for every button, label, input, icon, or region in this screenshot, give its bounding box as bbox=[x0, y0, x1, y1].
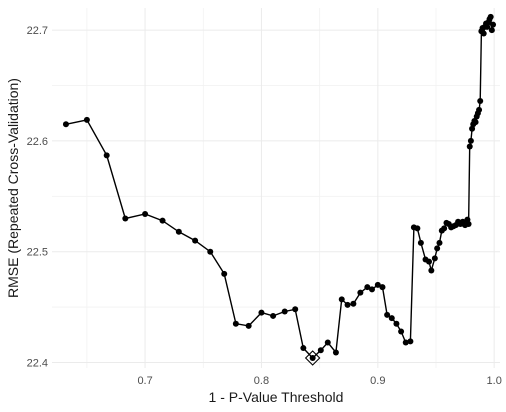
data-point bbox=[434, 245, 441, 252]
data-point bbox=[332, 349, 339, 356]
data-point bbox=[428, 267, 435, 274]
data-point bbox=[309, 355, 316, 362]
data-point bbox=[281, 308, 288, 315]
data-point bbox=[258, 309, 265, 316]
data-point bbox=[402, 339, 409, 346]
y-tick-label: 22.6 bbox=[27, 136, 48, 148]
data-point bbox=[487, 13, 494, 20]
data-point bbox=[317, 347, 324, 354]
data-point bbox=[393, 320, 400, 327]
data-point bbox=[245, 322, 252, 329]
grid-lines bbox=[52, 8, 500, 368]
data-point bbox=[388, 315, 395, 322]
data-point bbox=[369, 286, 375, 293]
data-point bbox=[466, 143, 473, 150]
data-point bbox=[480, 30, 487, 37]
data-point bbox=[476, 106, 483, 113]
data-point bbox=[350, 300, 357, 307]
data-point bbox=[465, 221, 472, 227]
y-tick-label: 22.7 bbox=[27, 25, 48, 37]
x-tick-label: 0.8 bbox=[254, 375, 269, 387]
data-point bbox=[431, 255, 438, 262]
data-point bbox=[379, 284, 386, 291]
y-tick-label: 22.5 bbox=[27, 247, 48, 259]
series-layer bbox=[62, 13, 497, 366]
data-point bbox=[192, 237, 199, 244]
data-point bbox=[426, 258, 433, 265]
data-point bbox=[384, 311, 391, 318]
best-point-diamond-marker bbox=[304, 350, 321, 366]
data-point bbox=[103, 152, 110, 159]
data-point bbox=[221, 270, 228, 277]
y-axis-title: RMSE (Repeated Cross-Validation) bbox=[5, 78, 21, 298]
data-point bbox=[175, 228, 182, 235]
data-point bbox=[344, 301, 351, 308]
data-point bbox=[490, 21, 497, 28]
data-point bbox=[398, 328, 405, 335]
data-point bbox=[436, 239, 443, 246]
data-point bbox=[414, 225, 421, 232]
data-point bbox=[324, 339, 331, 346]
x-tick-label: 1.0 bbox=[487, 375, 502, 387]
data-point bbox=[62, 121, 69, 128]
data-point bbox=[472, 119, 479, 126]
data-point bbox=[292, 306, 299, 313]
data-point bbox=[407, 338, 414, 345]
data-point bbox=[357, 289, 364, 296]
data-point bbox=[232, 320, 239, 327]
data-point bbox=[300, 345, 307, 352]
x-axis-title: 1 - P-Value Threshold bbox=[209, 389, 344, 405]
data-point bbox=[338, 296, 345, 303]
data-point bbox=[374, 281, 381, 288]
data-point bbox=[207, 248, 214, 255]
data-point bbox=[270, 312, 277, 319]
y-tick-label: 22.4 bbox=[27, 357, 48, 369]
data-point bbox=[477, 98, 484, 105]
data-point bbox=[159, 217, 166, 224]
data-point bbox=[364, 284, 371, 291]
data-point bbox=[488, 27, 495, 34]
x-tick-label: 0.9 bbox=[370, 375, 385, 387]
data-point bbox=[83, 116, 90, 123]
data-point bbox=[441, 225, 448, 232]
data-point bbox=[142, 211, 149, 218]
axis-labels: 1 - P-Value Threshold RMSE (Repeated Cro… bbox=[5, 25, 502, 405]
data-point bbox=[467, 137, 474, 144]
data-point bbox=[122, 215, 129, 222]
x-tick-label: 0.7 bbox=[137, 375, 152, 387]
data-point bbox=[417, 239, 424, 246]
